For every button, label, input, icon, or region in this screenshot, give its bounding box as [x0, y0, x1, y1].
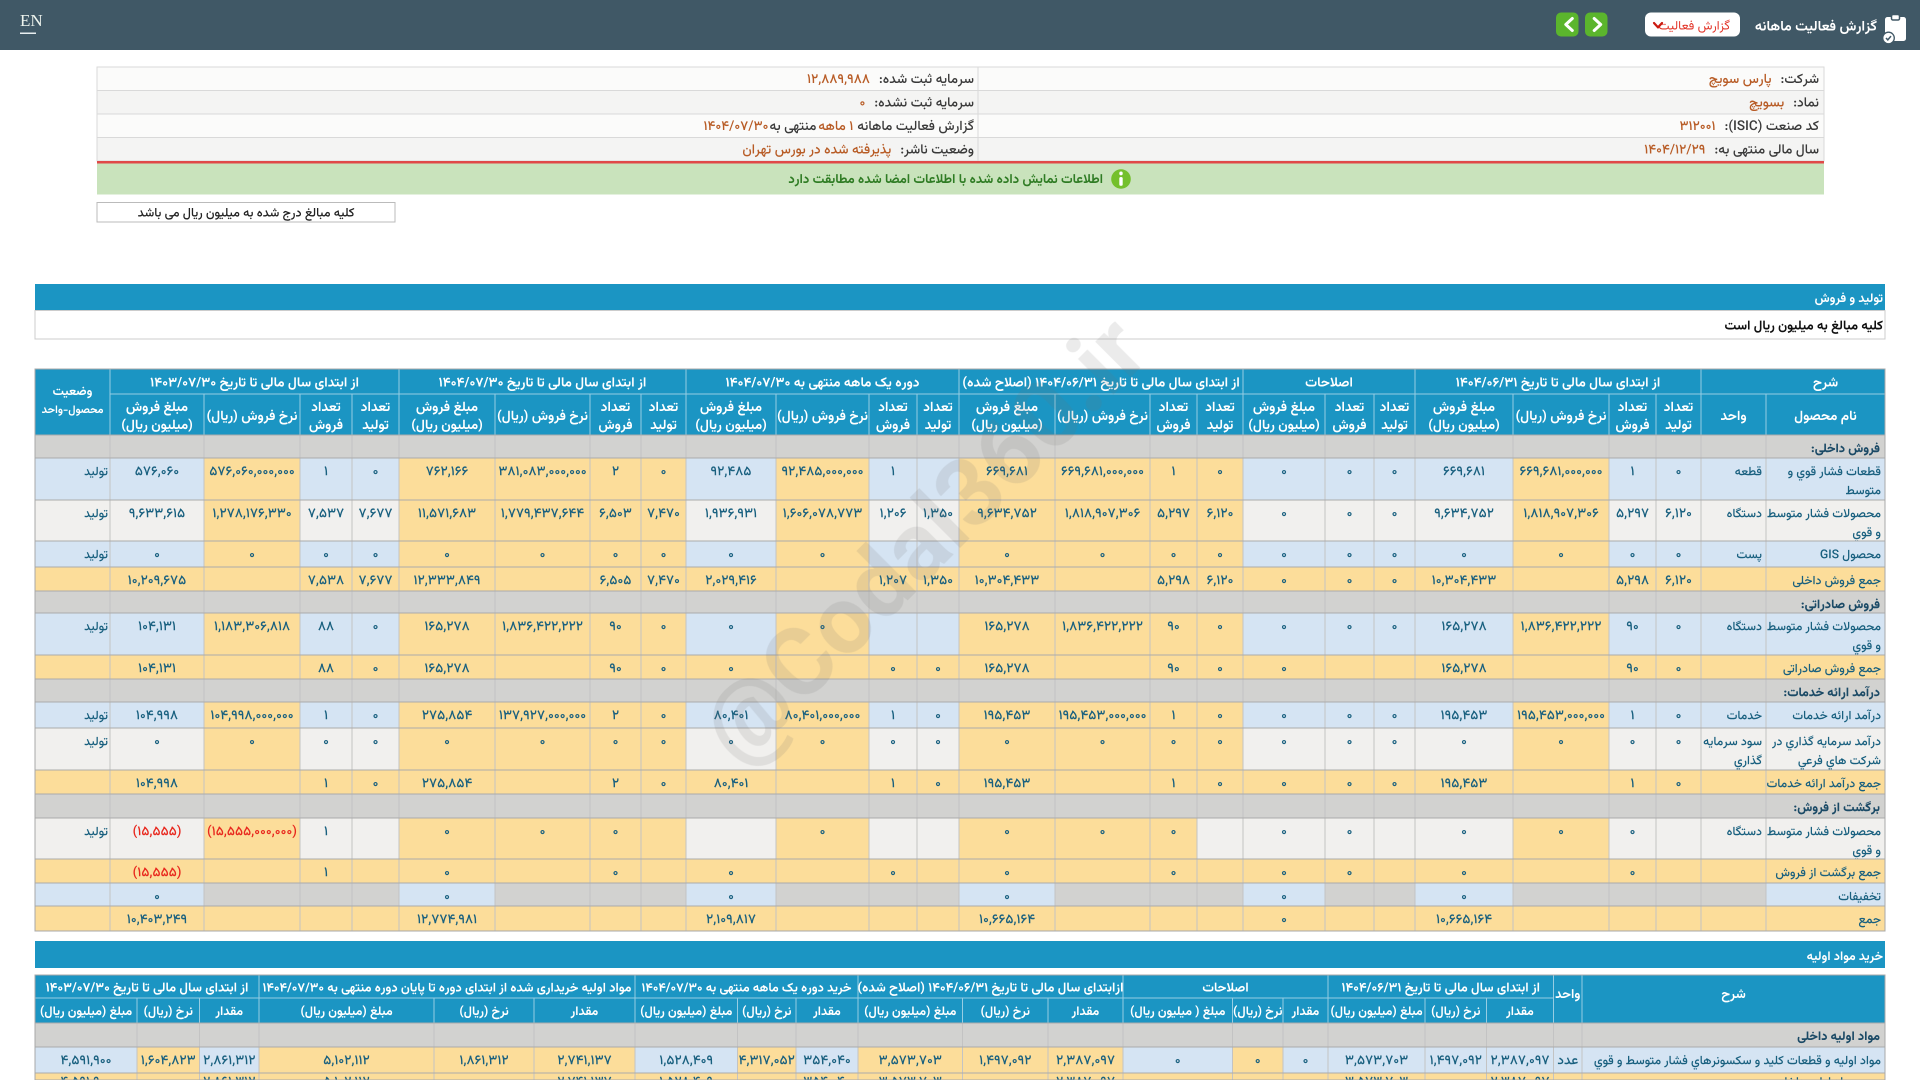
svg-text:EN: EN — [20, 11, 43, 30]
